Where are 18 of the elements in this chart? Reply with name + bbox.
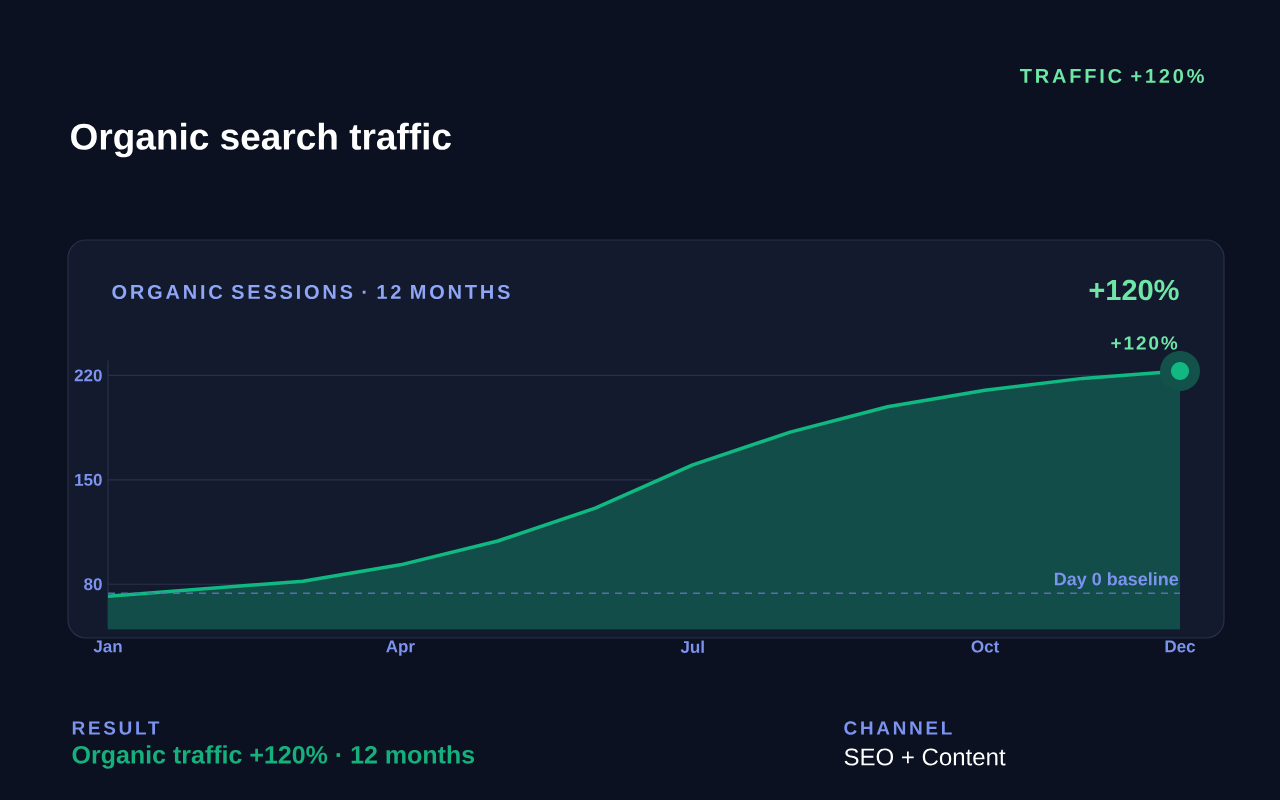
text: RESULT [72, 721, 160, 735]
chart-subtitle: ORGANIC SESSIONS · 12 MONTHS [112, 284, 510, 300]
y-tick-label: 220 [74, 369, 102, 382]
x-tick-label: Jul [680, 640, 704, 654]
y-tick-label: 150 [75, 473, 102, 486]
text: TRAFFIC +120% [1019, 68, 1204, 84]
x-tick-label: Jan [93, 640, 122, 653]
x-tick-label: Dec [1165, 640, 1196, 653]
ref-line-label: Day 0 baseline [1054, 572, 1179, 589]
chart-title: Organic search traffic [71, 122, 451, 158]
text: SEO + Content [844, 748, 1006, 766]
x-tick-label: Oct [971, 640, 1000, 653]
annotation: +120% [1111, 336, 1178, 350]
y-tick-label: 80 [84, 578, 102, 591]
text: Organic traffic +120% · 12 months [72, 745, 475, 769]
text: CHANNEL [844, 721, 952, 735]
x-tick-label: Apr [386, 640, 415, 656]
text: +120% [1089, 279, 1179, 301]
